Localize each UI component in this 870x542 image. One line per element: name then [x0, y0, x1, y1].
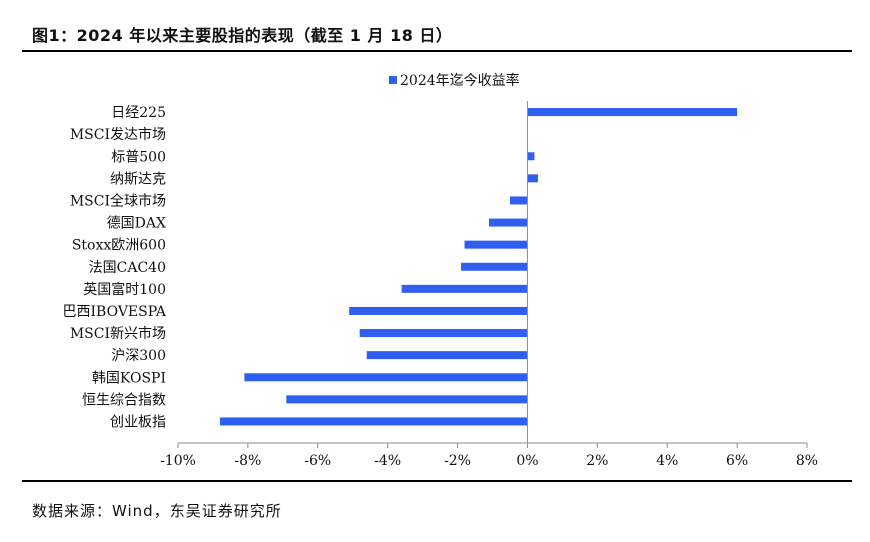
- category-label-8: 英国富时100: [83, 281, 166, 298]
- category-label-7: 法国CAC40: [89, 260, 166, 276]
- bar-0: [527, 108, 738, 117]
- legend-swatch: [389, 76, 397, 84]
- x-tick-label-9: 8%: [796, 453, 818, 469]
- category-label-12: 韩国KOSPI: [92, 370, 166, 386]
- bar-13: [286, 395, 528, 404]
- top-rule: [22, 50, 852, 52]
- x-tick-label-4: -2%: [444, 453, 471, 469]
- category-label-13: 恒生综合指数: [82, 392, 166, 408]
- x-axis: -10% -8% -6% -4% -2% 0% 2% 4% 6% 8%: [160, 442, 818, 469]
- x-tick-label-6: 2%: [586, 453, 608, 469]
- figure-source: 数据来源：Wind，东吴证券研究所: [32, 502, 282, 520]
- legend-label: 2024年迄今收益率: [400, 72, 520, 89]
- category-label-11: 沪深300: [111, 348, 166, 364]
- bar-6: [464, 240, 528, 249]
- bar-10: [359, 329, 528, 338]
- bar-3: [527, 174, 538, 183]
- bottom-rule: [22, 480, 852, 482]
- bar-12: [244, 373, 528, 382]
- x-tick-label-2: -6%: [304, 453, 331, 469]
- figure-title: 图1：2024 年以来主要股指的表现（截至 1 月 18 日）: [32, 26, 453, 45]
- category-label-5: 德国DAX: [107, 216, 166, 232]
- x-tick-label-1: -8%: [234, 453, 261, 469]
- bars-group: [219, 108, 738, 426]
- category-label-6: Stoxx欧洲600: [72, 238, 166, 254]
- x-tick-label-8: 6%: [726, 453, 748, 469]
- x-tick-label-0: -10%: [160, 453, 196, 469]
- category-label-4: MSCI全球市场: [70, 192, 166, 209]
- bar-4: [509, 196, 528, 205]
- bar-7: [461, 262, 528, 271]
- category-label-2: 标普500: [111, 149, 166, 165]
- category-label-9: 巴西IBOVESPA: [63, 304, 167, 320]
- category-label-0: 日经225: [111, 105, 166, 121]
- bar-11: [366, 351, 528, 360]
- bar-2: [527, 152, 535, 161]
- bar-14: [219, 417, 528, 426]
- category-label-14: 创业板指: [110, 414, 166, 430]
- chart-legend: 2024年迄今收益率: [389, 72, 520, 89]
- x-tick-label-7: 4%: [656, 453, 678, 469]
- category-label-3: 纳斯达克: [110, 171, 166, 187]
- bar-5: [489, 218, 528, 227]
- bar-9: [349, 306, 528, 315]
- bar-8: [401, 284, 528, 293]
- x-tick-label-3: -4%: [374, 453, 401, 469]
- x-tick-label-5: 0%: [516, 453, 538, 469]
- category-label-1: MSCI发达市场: [70, 126, 166, 143]
- category-label-10: MSCI新兴市场: [70, 325, 166, 342]
